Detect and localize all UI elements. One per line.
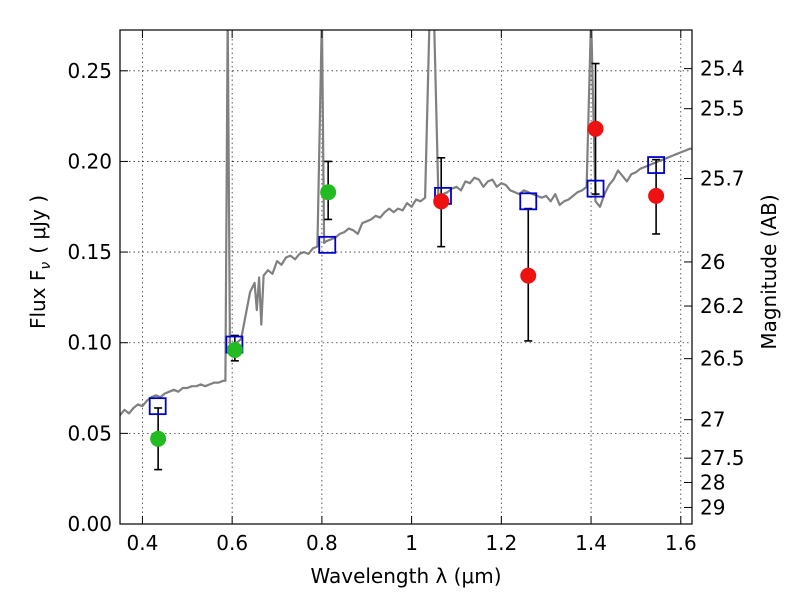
y-axis-label-main: Flux F	[26, 270, 50, 329]
y2-tick-label: 26.2	[700, 294, 745, 318]
y-tick-label: 0.15	[67, 240, 112, 264]
x-tick-label: 0.6	[216, 531, 248, 555]
y-axis-label: Flux Fν ( μJy )	[26, 195, 54, 329]
x-tick-label: 1.2	[485, 531, 517, 555]
y2-tick-label: 25.5	[700, 97, 745, 121]
plot-frame	[119, 29, 693, 525]
red-data-point	[587, 120, 604, 137]
model-flux-square	[647, 156, 666, 174]
y-tick-label: 0.25	[67, 59, 112, 83]
x-tick-label: 0.4	[127, 531, 159, 555]
y2-tick-label: 25.4	[700, 57, 745, 81]
x-tick-label: 0.8	[306, 531, 338, 555]
y2-axis-label: Magnitude (AB)	[757, 194, 781, 349]
y-tick-label: 0.10	[67, 331, 112, 355]
y-tick-label: 0.05	[67, 421, 112, 445]
x-tick-label: 1.6	[665, 531, 697, 555]
y2-tick-label: 25.7	[700, 167, 745, 191]
y-axis-label-sub: ν	[38, 262, 54, 270]
model-flux-square	[519, 192, 538, 211]
green-data-point	[226, 341, 243, 358]
y-tick-label: 0.20	[67, 149, 112, 173]
x-tick-label: 1.4	[575, 531, 607, 555]
y-tick-label: 0.00	[67, 512, 112, 536]
model-flux-square	[148, 397, 167, 416]
red-data-point	[648, 187, 665, 204]
green-data-point	[150, 430, 167, 447]
grid-layer	[120, 30, 692, 525]
green-data-point	[320, 184, 337, 201]
model-flux-square	[586, 179, 605, 198]
y2-tick-label: 29	[700, 495, 725, 519]
y2-tick-label: 27.5	[700, 446, 745, 470]
y-axis-label-unit: ( μJy )	[26, 195, 50, 254]
y2-tick-label: 26.5	[700, 347, 745, 371]
y2-tick-label: 28	[700, 470, 725, 494]
tick-layer: 0.4 0.6 0.8 1 1.2 1.4 1.6 0.00 0.05 0.10 0.15 0.20 0…	[67, 30, 745, 555]
model-flux-square	[318, 235, 337, 254]
template-spectrum-line	[120, 30, 692, 416]
x-axis-label: Wavelength λ (μm)	[310, 564, 501, 588]
red-data-point	[520, 267, 537, 284]
data-layer	[120, 30, 692, 471]
red-data-point	[433, 193, 450, 210]
x-tick-label: 1	[405, 531, 418, 555]
y2-tick-label: 26	[700, 250, 725, 274]
y2-tick-label: 27	[700, 408, 725, 432]
